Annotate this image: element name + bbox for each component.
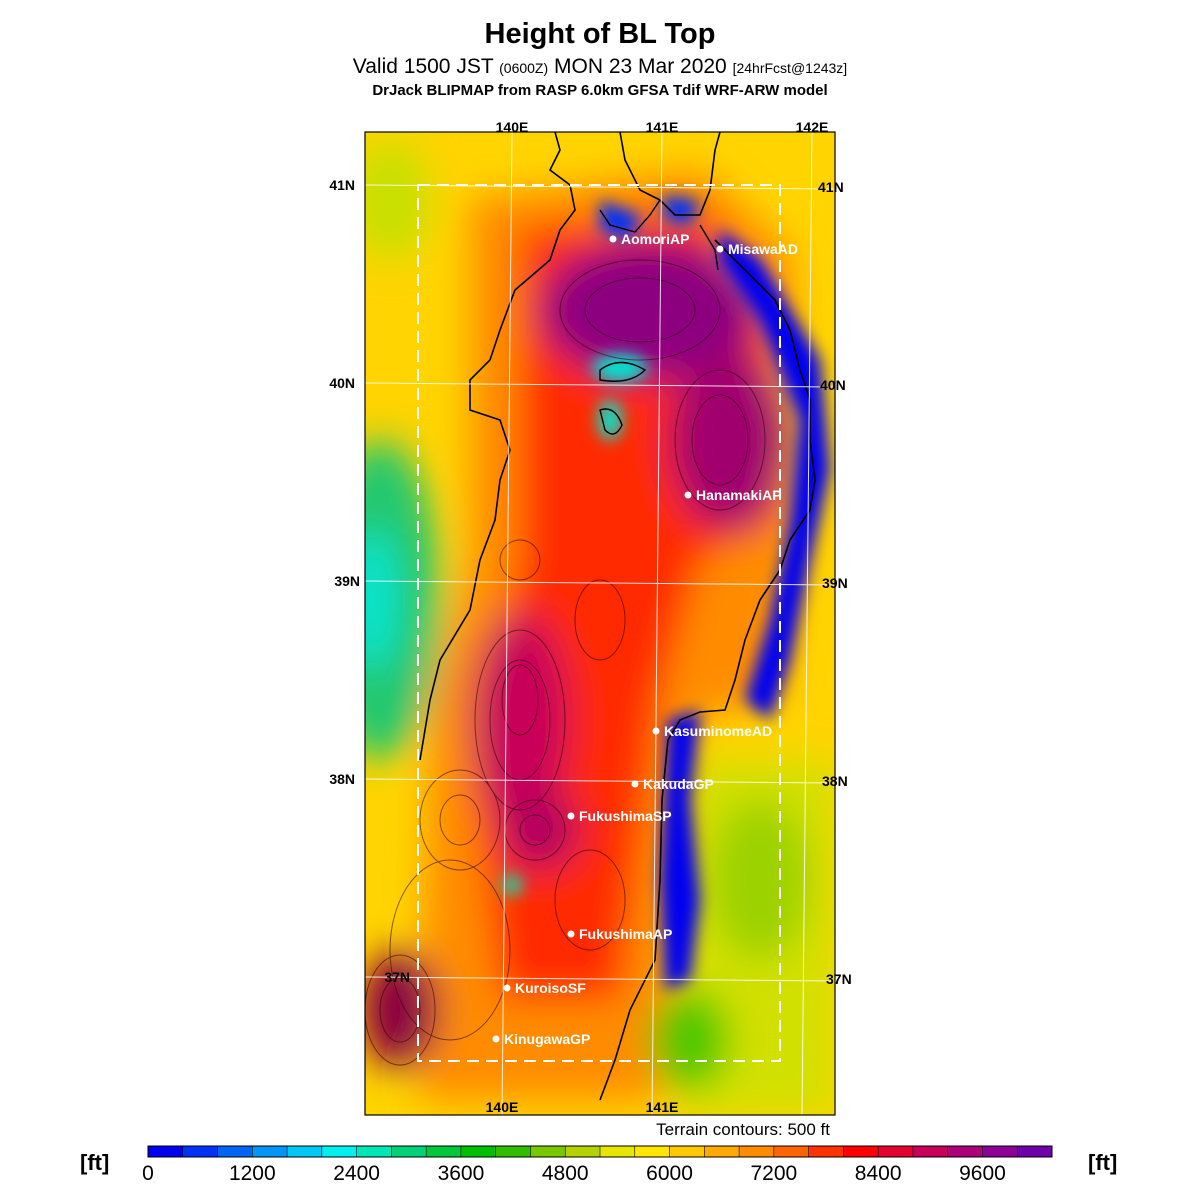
parallel-line bbox=[365, 976, 835, 982]
colorbar-unit-right: [ft] bbox=[1088, 1150, 1118, 1175]
lon-label-140e-top: 140E bbox=[496, 119, 529, 135]
lat-label-41n-right: 41N bbox=[818, 179, 844, 195]
meridian-line bbox=[501, 132, 513, 1115]
bl-top-field bbox=[365, 132, 835, 1115]
mutsu-bay bbox=[599, 199, 719, 271]
station-hanamakiap-marker bbox=[684, 491, 692, 499]
meridian-line bbox=[801, 132, 813, 1115]
coastline-east bbox=[599, 132, 816, 1101]
station-kasuminomead-label: KasuminomeAD bbox=[664, 723, 772, 739]
station-kuroisosf-marker bbox=[503, 984, 511, 992]
station-aomoriap-label: AomoriAP bbox=[621, 231, 689, 247]
station-fukushimaap-label: FukushimaAP bbox=[579, 926, 672, 942]
lat-label-39n-left: 39N bbox=[334, 573, 360, 589]
station-kinugawagp-marker bbox=[492, 1035, 500, 1043]
station-kasuminomead-marker bbox=[652, 727, 660, 735]
station-kinugawagp-label: KinugawaGP bbox=[504, 1031, 590, 1047]
colorbar-unit-left: [ft] bbox=[80, 1150, 110, 1175]
parallel-line bbox=[365, 184, 835, 190]
lat-label-37n-left: 37N bbox=[384, 969, 410, 985]
station-kakudagp-label: KakudaGP bbox=[643, 776, 714, 792]
station-kakudagp-marker bbox=[631, 780, 639, 788]
chart-title: Height of BL Top bbox=[484, 18, 716, 50]
map-frame bbox=[364, 131, 836, 1116]
lake-tazawa bbox=[599, 408, 623, 435]
model-info: DrJack BLIPMAP from RASP 6.0km GFSA Tdif… bbox=[372, 82, 828, 99]
inner-domain-box bbox=[417, 184, 781, 1062]
parallel-line bbox=[365, 778, 835, 784]
lat-label-40n-left: 40N bbox=[329, 375, 355, 391]
lat-label-37n-right: 37N bbox=[826, 971, 852, 987]
station-fukushimasp-label: FukushimaSP bbox=[579, 808, 672, 824]
graticule bbox=[365, 132, 835, 1115]
lon-label-142e-top: 142E bbox=[796, 119, 829, 135]
terrain-contour-note: Terrain contours: 500 ft bbox=[656, 1120, 830, 1139]
lat-label-38n-right: 38N bbox=[822, 773, 848, 789]
lon-label-141e-bottom: 141E bbox=[646, 1099, 679, 1115]
meridian-line bbox=[651, 132, 663, 1115]
valid-time: Valid 1500 JST (0600Z) MON 23 Mar 2020 [… bbox=[352, 55, 848, 78]
parallel-line bbox=[365, 382, 835, 388]
station-misawaad-marker bbox=[716, 245, 724, 253]
station-hanamakiap-label: HanamakiAP bbox=[696, 487, 782, 503]
lat-label-39n-right: 39N bbox=[822, 575, 848, 591]
lake-towada bbox=[599, 361, 647, 382]
lat-label-40n-right: 40N bbox=[820, 377, 846, 393]
coastline-west bbox=[419, 132, 576, 761]
lat-label-38n-left: 38N bbox=[329, 771, 355, 787]
lon-label-141e-top: 141E bbox=[646, 119, 679, 135]
station-kuroisosf-label: KuroisoSF bbox=[515, 980, 586, 996]
lat-label-41n-left: 41N bbox=[329, 177, 355, 193]
station-misawaad-label: MisawaAD bbox=[728, 241, 798, 257]
station-fukushimasp-marker bbox=[567, 812, 575, 820]
terrain-contours bbox=[365, 259, 766, 1066]
station-aomoriap-marker bbox=[609, 235, 617, 243]
parallel-line bbox=[365, 580, 835, 586]
station-fukushimaap-marker bbox=[567, 930, 575, 938]
lon-label-140e-bottom: 140E bbox=[486, 1099, 519, 1115]
